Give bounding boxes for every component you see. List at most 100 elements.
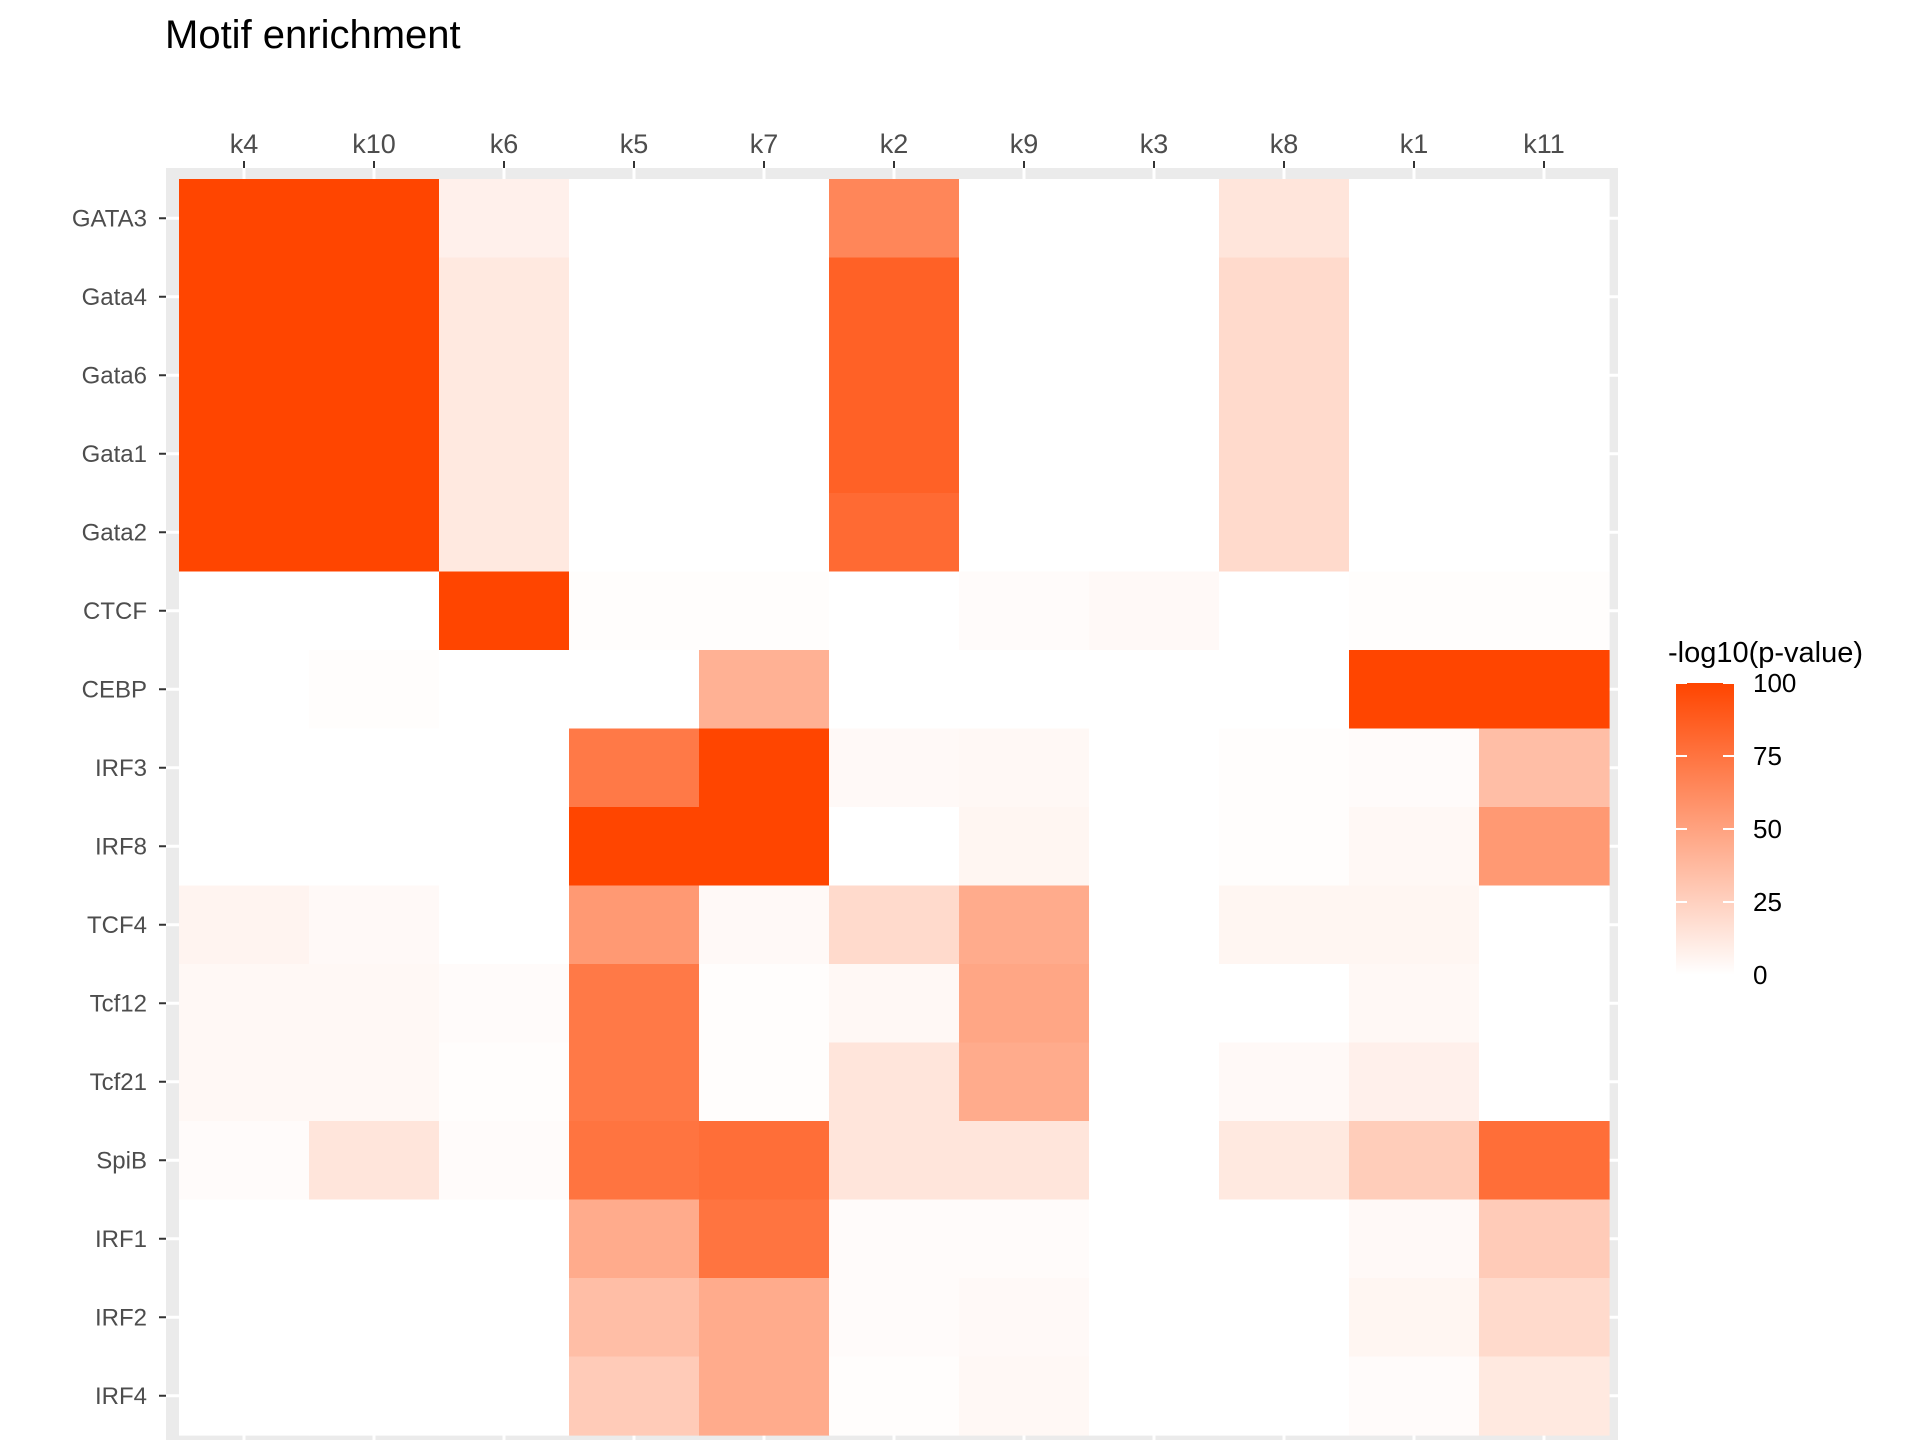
heatmap-cell	[179, 1278, 310, 1358]
heatmap-cell	[569, 728, 700, 808]
heatmap-cell	[699, 257, 830, 337]
heatmap-cell	[179, 728, 310, 808]
heatmap-cell	[829, 964, 960, 1044]
x-tick-label: k6	[490, 129, 519, 159]
heatmap-cell	[829, 728, 960, 808]
heatmap-cell	[1219, 1356, 1350, 1436]
heatmap-cell	[1479, 650, 1610, 730]
y-tick-label: Tcf12	[90, 990, 147, 1017]
heatmap-cell	[1479, 885, 1610, 965]
heatmap-cell	[959, 1199, 1090, 1279]
y-tick-label: IRF1	[95, 1226, 147, 1253]
x-tick-label: k7	[750, 129, 779, 159]
heatmap-cell	[829, 885, 960, 965]
y-tick-label: GATA3	[72, 205, 147, 232]
y-tick-label: Tcf21	[90, 1069, 147, 1096]
heatmap-cell	[699, 336, 830, 416]
heatmap-cell	[309, 1121, 440, 1201]
heatmap-cell	[309, 336, 440, 416]
heatmap-cell	[1089, 493, 1220, 573]
heatmap-cell	[1089, 650, 1220, 730]
heatmap-cell	[829, 257, 960, 337]
heatmap-cell	[959, 1278, 1090, 1358]
heatmap-cell	[569, 885, 700, 965]
heatmap-cell	[439, 493, 570, 573]
heatmap-cell	[959, 1042, 1090, 1122]
y-tick-label: TCF4	[87, 912, 147, 939]
heatmap-cell	[179, 807, 310, 887]
heatmap-cell	[309, 1356, 440, 1436]
x-tick-label: k10	[352, 129, 396, 159]
heatmap-cell	[439, 1199, 570, 1279]
heatmap-cell	[699, 493, 830, 573]
heatmap-cell	[699, 1042, 830, 1122]
heatmap-cell	[569, 1356, 700, 1436]
heatmap-cell	[959, 964, 1090, 1044]
heatmap-cell	[699, 179, 830, 259]
heatmap-cell	[309, 1042, 440, 1122]
heatmap-cell	[1349, 964, 1480, 1044]
heatmap-cell	[1479, 571, 1610, 651]
heatmap-cell	[1219, 807, 1350, 887]
heatmap-cell	[439, 1356, 570, 1436]
heatmap-cell	[1089, 414, 1220, 494]
y-tick-label: CTCF	[83, 598, 147, 625]
heatmap-cell	[1089, 1121, 1220, 1201]
heatmap-cell	[699, 728, 830, 808]
heatmap-cell	[179, 1121, 310, 1201]
heatmap-cell	[1089, 964, 1220, 1044]
heatmap-cell	[959, 1356, 1090, 1436]
heatmap-cell	[699, 650, 830, 730]
heatmap-cell	[1479, 1121, 1610, 1201]
heatmap-cell	[439, 964, 570, 1044]
y-axis: GATA3 Gata4 Gata6 Gata1 Gata2 CTCF CEBP IRF3 IRF…	[72, 205, 166, 1410]
heatmap-cell	[1219, 257, 1350, 337]
heatmap-cell	[309, 1199, 440, 1279]
heatmap-cell	[439, 1042, 570, 1122]
heatmap-cell	[1219, 1042, 1350, 1122]
y-tick-label: Gata4	[82, 284, 147, 311]
heatmap-cell	[309, 1278, 440, 1358]
heatmap-cell	[959, 807, 1090, 887]
heatmap-cell	[179, 1042, 310, 1122]
heatmap-cell	[1479, 336, 1610, 416]
heatmap-cell	[959, 728, 1090, 808]
heatmap-cell	[1349, 414, 1480, 494]
heatmap-cell	[1089, 1356, 1220, 1436]
heatmap-cell	[959, 493, 1090, 573]
heatmap-cell	[439, 807, 570, 887]
heatmap-cell	[569, 1199, 700, 1279]
x-tick-label: k4	[230, 129, 259, 159]
heatmap-cell	[439, 1121, 570, 1201]
heatmap-cell	[309, 493, 440, 573]
y-tick-label: IRF8	[95, 833, 147, 860]
heatmap-cell	[1479, 728, 1610, 808]
heatmap-cell	[829, 1042, 960, 1122]
heatmap-cell	[699, 807, 830, 887]
heatmap-cell	[1089, 336, 1220, 416]
heatmap-cell	[1219, 336, 1350, 416]
heatmap-cell	[1479, 179, 1610, 259]
heatmap-cell	[1349, 728, 1480, 808]
heatmap-cell	[829, 1278, 960, 1358]
heatmap-cell	[829, 571, 960, 651]
heatmap-cell	[1349, 1356, 1480, 1436]
heatmap-cell	[569, 964, 700, 1044]
heatmap-cell	[439, 571, 570, 651]
heatmap-cell	[179, 257, 310, 337]
heatmap-cell	[1349, 179, 1480, 259]
legend-label: 75	[1753, 741, 1782, 771]
heatmap-cell	[829, 1356, 960, 1436]
heatmap-cell	[1349, 650, 1480, 730]
heatmap-cell	[699, 1356, 830, 1436]
heatmap-cell	[1219, 179, 1350, 259]
legend-title: -log10(p-value)	[1668, 637, 1863, 669]
x-tick-label: k1	[1400, 129, 1429, 159]
heatmap-cell	[179, 336, 310, 416]
heatmap-cell	[1349, 571, 1480, 651]
heatmap-cell	[699, 1278, 830, 1358]
heatmap-cell	[959, 1121, 1090, 1201]
heatmap-cell	[1349, 1121, 1480, 1201]
heatmap-cell	[1089, 179, 1220, 259]
